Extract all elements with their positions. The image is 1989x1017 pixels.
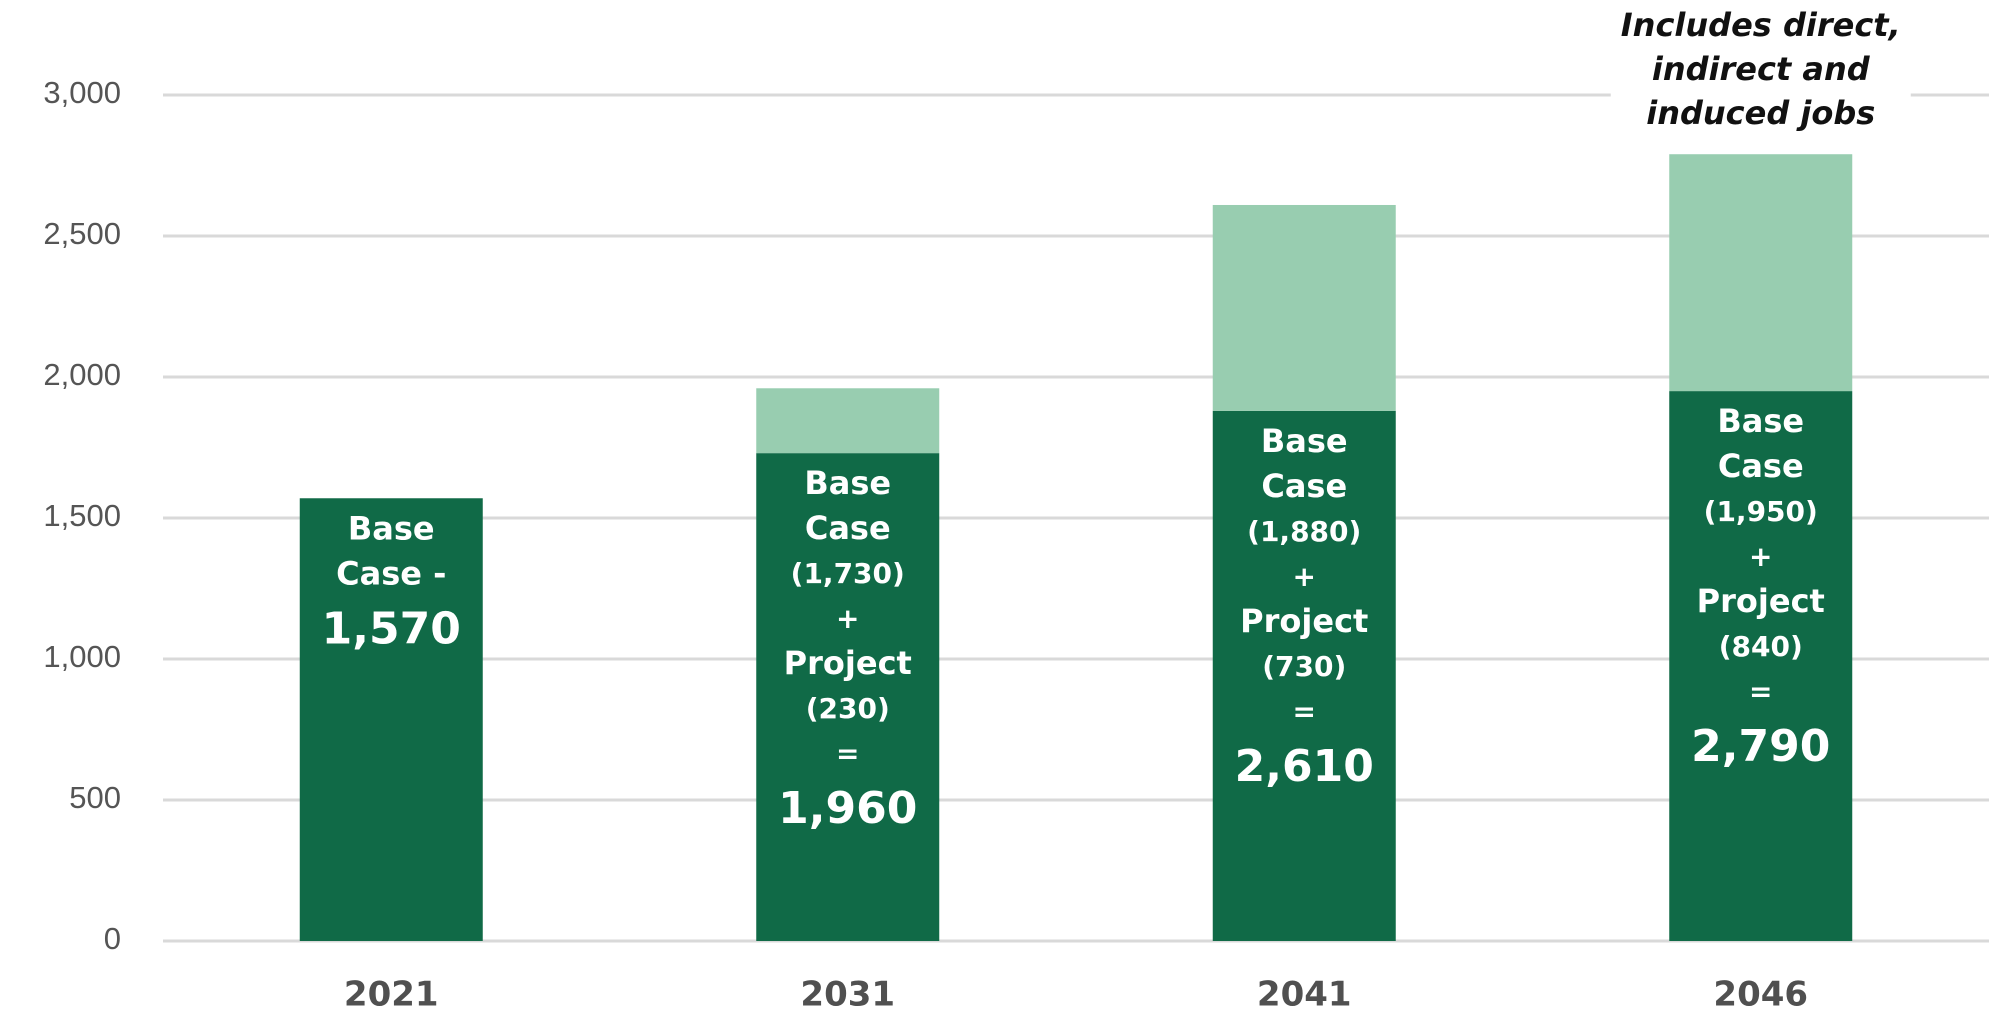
y-tick-label: 2,500 [43,216,121,251]
bar-label: + [836,602,859,635]
bar-label: (1,730) [791,557,905,590]
y-tick-label: 1,000 [43,639,121,674]
bar-segment [1669,154,1852,391]
chart: 0 500 1,000 1,500 2,000 2,500 3,000 2021 Base Cas… [0,0,1989,1017]
y-tick-label: 2,000 [43,357,121,392]
bar-segment [756,388,939,453]
bar-label: (230) [806,692,890,725]
bar-label: (1,950) [1704,495,1818,528]
bar-label: 1,960 [778,783,917,834]
bar-label: Base [1261,422,1348,460]
bar-label: = [1749,675,1772,708]
bar-label: Project [1240,602,1368,640]
bar-segment [1213,205,1396,411]
bar-label: (730) [1262,650,1346,683]
y-tick-label: 1,500 [43,498,121,533]
bar-label: Case - [336,554,446,592]
annotation: induced jobs [1646,94,1875,132]
bar-label: = [1293,695,1316,728]
y-tick-label: 3,000 [43,75,121,110]
bar-label: 2,610 [1235,741,1374,792]
y-tick-label: 500 [69,780,121,815]
annotation: Includes direct, [1621,6,1901,44]
bar-label: + [1749,540,1772,573]
bar-label: 1,570 [322,603,461,654]
bar-label: 2,790 [1691,721,1830,772]
bar-label: Base [1717,402,1804,440]
bar-label: + [1293,560,1316,593]
x-tick-label: 2021 [344,975,439,1015]
bar-label: Project [784,644,912,682]
annotation: indirect and [1652,50,1871,88]
bar-label: Project [1697,582,1825,620]
x-tick-label: 2046 [1713,975,1808,1015]
bar-label: Base [804,464,891,502]
x-tick-label: 2031 [800,975,895,1015]
bar-label: Case [1718,447,1804,485]
bar-label: Base [348,509,435,547]
x-tick-label: 2041 [1257,975,1352,1015]
bar-label: = [836,737,859,770]
bar-label: (840) [1719,630,1803,663]
bar-label: Case [1261,467,1347,505]
bar-label: (1,880) [1247,515,1361,548]
bar-label: Case [805,509,891,547]
y-tick-label: 0 [104,921,121,956]
